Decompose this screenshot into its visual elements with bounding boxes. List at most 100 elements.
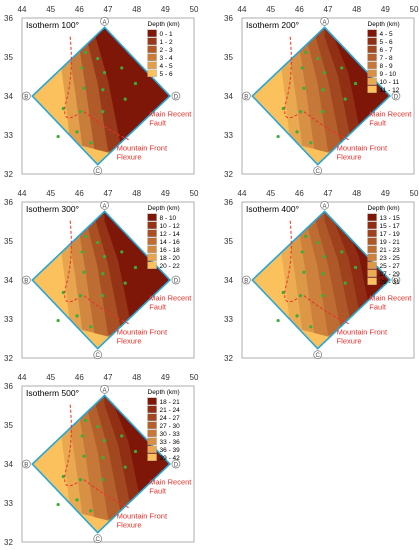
well-point — [120, 250, 124, 254]
corner-label: B — [244, 95, 248, 101]
y-tick-label: 32 — [224, 170, 233, 179]
legend-range: 21 - 23 — [380, 247, 401, 254]
legend-range: 0 - 1 — [160, 31, 173, 38]
x-tick-label: 50 — [410, 189, 419, 198]
y-tick-label: 34 — [224, 276, 233, 285]
fault-label: Fault — [369, 118, 387, 127]
corner-marker-b — [21, 459, 31, 469]
legend-range: 3 - 4 — [160, 55, 173, 62]
well-point — [120, 66, 124, 70]
fault-label: Main Recent — [369, 109, 412, 118]
corner-marker-a — [100, 17, 109, 26]
depth-band — [104, 211, 170, 349]
well-point — [56, 502, 60, 507]
legend-swatch — [367, 45, 377, 53]
well-point — [61, 290, 65, 295]
well-point — [61, 474, 65, 479]
well-point — [102, 255, 107, 259]
corner-marker-d — [171, 275, 181, 285]
panel-title: Isotherm 300° — [26, 204, 79, 214]
legend-title: Depth (km) — [148, 21, 180, 28]
x-tick-label: 50 — [190, 5, 199, 14]
legend-swatch — [367, 37, 377, 45]
well-point — [340, 250, 344, 254]
panel-title: Isotherm 500° — [26, 388, 79, 398]
legend-range: 12 - 14 — [160, 231, 181, 238]
legend-title: Depth (km) — [148, 389, 180, 396]
well-point — [96, 56, 100, 61]
panel-title: Isotherm 100° — [26, 20, 79, 30]
well-point — [343, 281, 347, 285]
well-point — [304, 234, 308, 238]
well-point — [123, 97, 127, 101]
corner-label: A — [103, 388, 107, 394]
legend-swatch — [147, 445, 157, 453]
x-tick-label: 44 — [18, 373, 27, 382]
legend-swatch — [147, 429, 157, 437]
y-tick-label: 33 — [224, 131, 233, 140]
well-point — [56, 134, 60, 139]
well-point — [101, 456, 105, 460]
corner-label: C — [96, 353, 101, 359]
well-point — [353, 265, 358, 270]
well-point — [295, 314, 299, 318]
corner-label: A — [323, 204, 327, 210]
corner-marker-d — [391, 275, 401, 285]
well-point — [276, 134, 280, 139]
legend-swatch — [147, 45, 157, 53]
y-tick-label: 35 — [4, 53, 13, 62]
legend-range: 1 - 2 — [160, 39, 173, 46]
well-point — [302, 270, 306, 274]
flexure-label: Flexure — [337, 153, 362, 162]
y-tick-label: 32 — [4, 170, 13, 179]
well-point — [298, 110, 303, 114]
corner-label: C — [96, 169, 101, 175]
legend-swatch — [147, 245, 157, 253]
corner-marker-a — [100, 201, 109, 210]
x-tick-label: 46 — [295, 5, 304, 14]
flexure-label: Mountain Front — [117, 144, 168, 153]
y-tick-label: 35 — [224, 237, 233, 246]
corner-marker-c — [93, 350, 103, 359]
y-tick-label: 36 — [4, 382, 13, 391]
panel-title: Isotherm 400° — [246, 204, 299, 214]
legend-swatch — [147, 213, 157, 221]
legend-swatch — [147, 237, 157, 245]
corner-marker-b — [241, 91, 251, 101]
main-recent-fault-line — [64, 404, 78, 487]
x-tick-label: 50 — [410, 5, 419, 14]
well-point — [340, 66, 344, 70]
legend-swatch — [367, 269, 377, 277]
y-tick-label: 36 — [4, 14, 13, 23]
x-tick-label: 46 — [75, 189, 84, 198]
main-recent-fault-line — [284, 36, 298, 119]
well-point — [84, 418, 88, 422]
main-recent-fault-line — [64, 220, 78, 303]
legend-range: 9 - 10 — [380, 71, 397, 78]
legend-title: Depth (km) — [368, 21, 400, 28]
fault-label: Fault — [149, 486, 167, 495]
well-point — [89, 325, 93, 329]
main-recent-fault-line — [284, 220, 298, 303]
fault-label: Main Recent — [369, 293, 412, 302]
x-tick-label: 44 — [18, 189, 27, 198]
well-point — [75, 130, 79, 134]
x-tick-label: 48 — [132, 373, 141, 382]
corner-label: B — [24, 95, 28, 101]
well-point — [78, 478, 83, 482]
well-point — [82, 270, 86, 274]
legend-range: 39 - 42 — [160, 455, 181, 462]
corner-label: A — [323, 20, 327, 26]
flexure-label: Flexure — [117, 153, 142, 162]
legend-range: 11 - 12 — [380, 87, 400, 94]
corner-marker-b — [21, 275, 31, 285]
corner-label: A — [103, 204, 107, 210]
corner-marker-a — [320, 201, 329, 210]
x-tick-label: 45 — [266, 189, 275, 198]
corner-label: B — [24, 279, 28, 285]
legend-range: 23 - 25 — [380, 255, 401, 262]
well-point — [309, 141, 313, 145]
legend-range: 27 - 29 — [380, 271, 401, 278]
